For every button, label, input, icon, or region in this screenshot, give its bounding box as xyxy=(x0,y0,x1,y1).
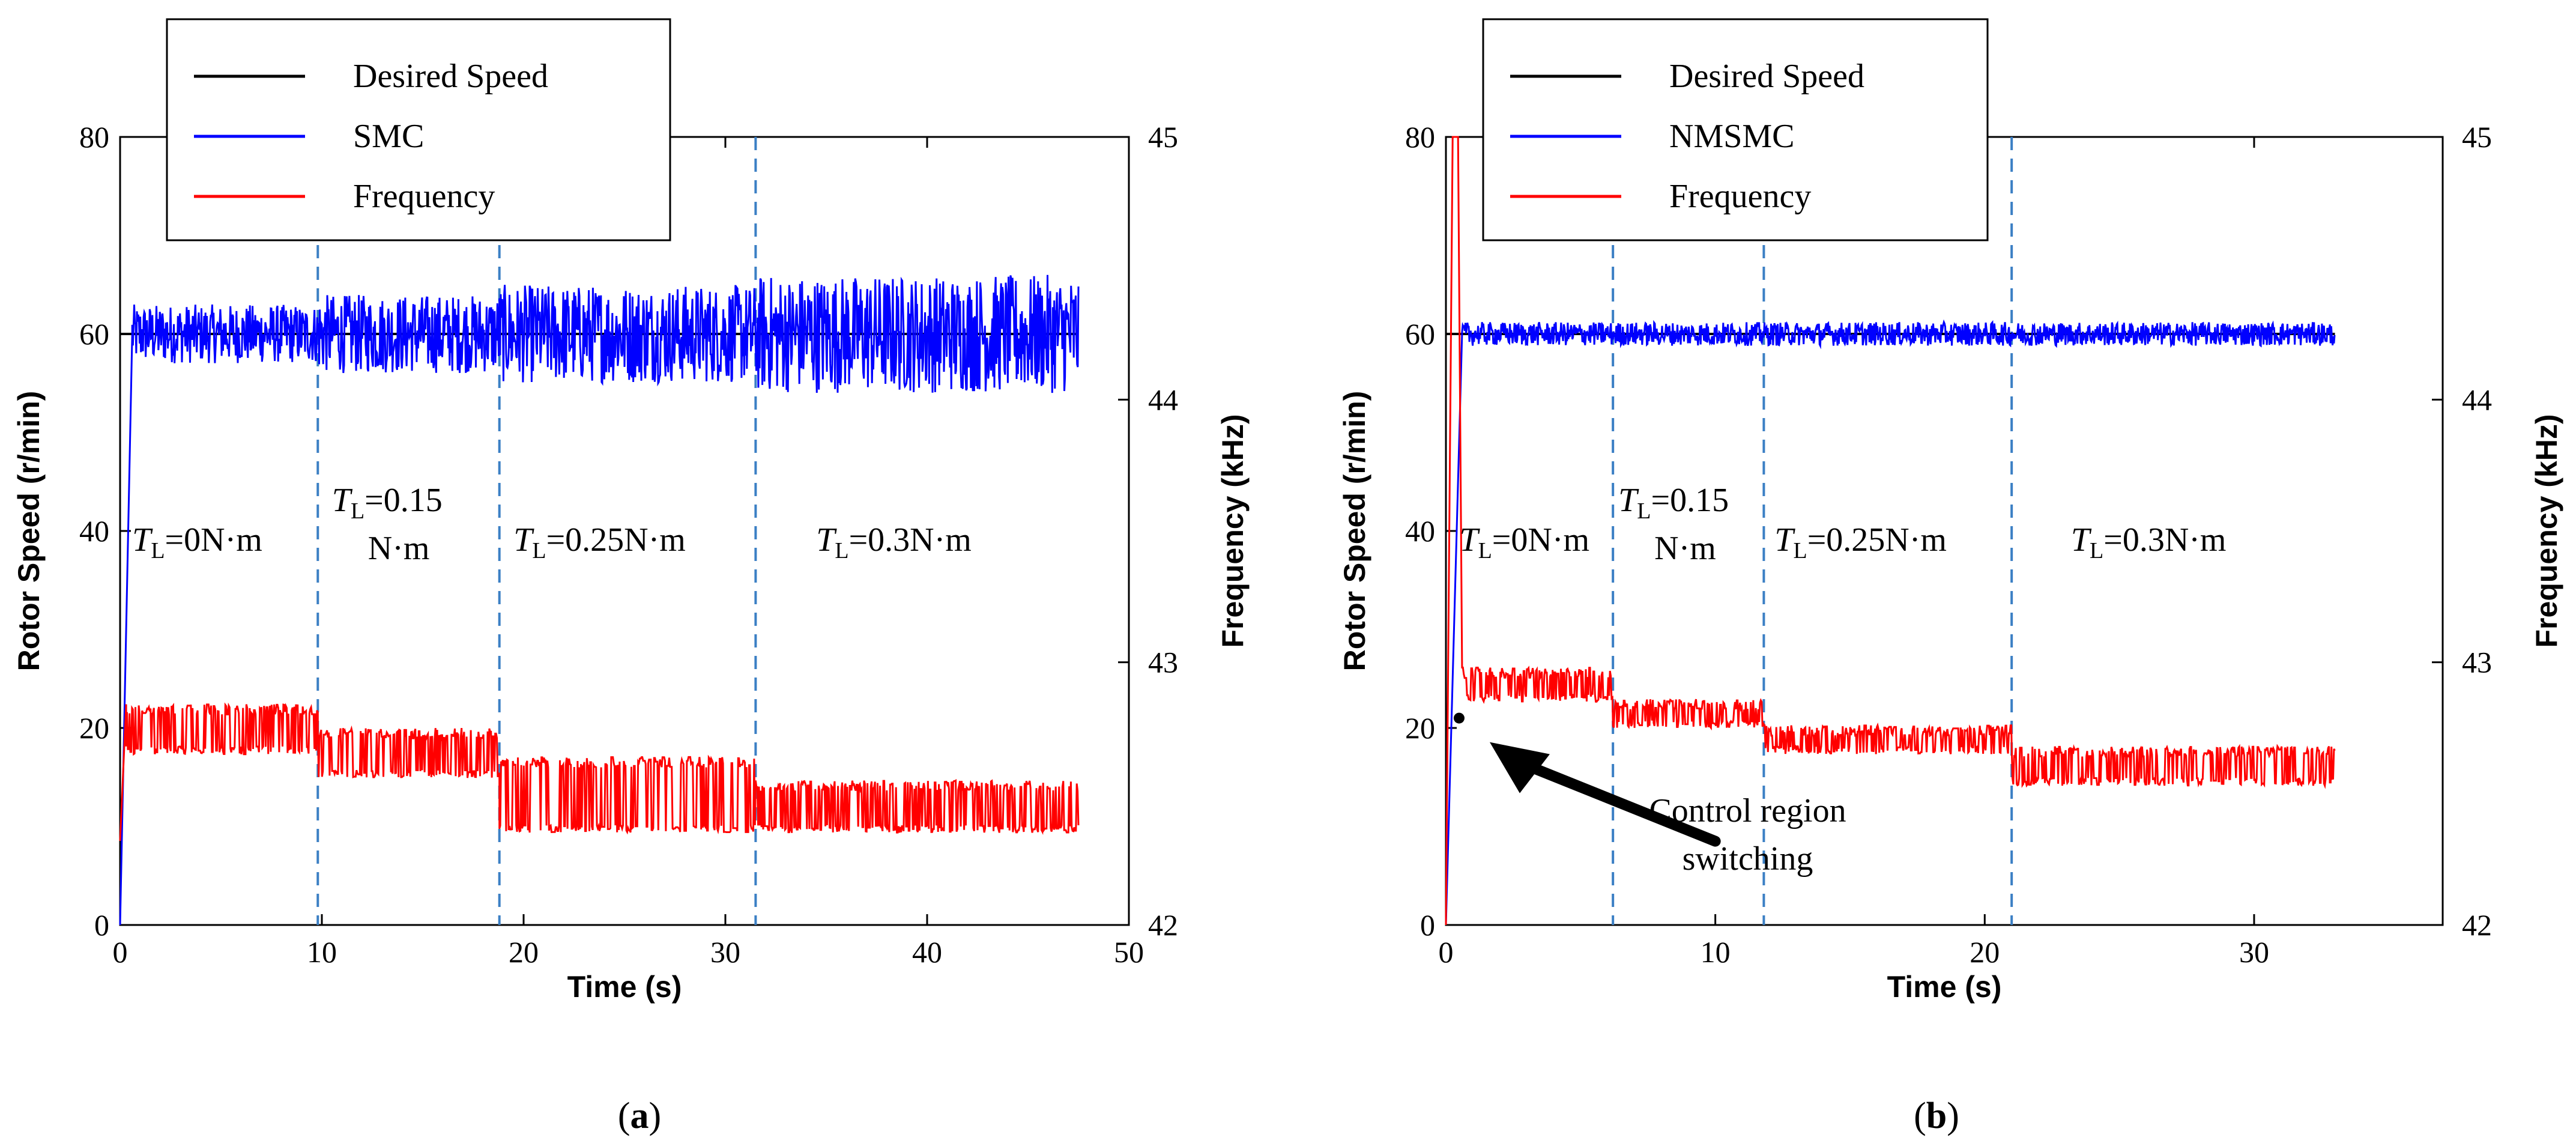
legend-entry: NMSMC xyxy=(1669,118,1795,155)
legend-box xyxy=(166,18,671,241)
x-tick-label: 0 xyxy=(113,935,128,969)
subfigure-label: (a) xyxy=(618,1096,661,1136)
x-tick-label: 30 xyxy=(710,935,740,969)
load-annotation: TL=0.25N·m xyxy=(513,521,686,563)
load-annotation: TL=0.15 xyxy=(332,482,443,524)
series-frequency xyxy=(1445,136,2336,926)
callout-point xyxy=(1453,712,1465,724)
legend-entry: Desired Speed xyxy=(1669,58,1864,95)
load-annotation-unit: N·m xyxy=(1654,530,1716,567)
y-tick-label: 80 xyxy=(1405,120,1435,154)
load-annotation: TL=0N·m xyxy=(1459,521,1589,563)
y-tick-label: 40 xyxy=(1405,514,1435,548)
x-tick-label: 50 xyxy=(1114,935,1144,969)
y-tick-label: 40 xyxy=(79,514,109,548)
series-frequency xyxy=(119,702,1080,841)
y2-tick-label: 45 xyxy=(2462,120,2492,154)
legend-entry: Frequency xyxy=(1669,178,1811,215)
callout-text: switching xyxy=(1683,840,1813,878)
x-tick-label: 30 xyxy=(2239,935,2269,969)
legend-entry: Desired Speed xyxy=(353,58,548,95)
y2-tick-label: 43 xyxy=(2462,646,2492,679)
series-smc xyxy=(119,274,1080,926)
legend: Desired Speed NMSMC Frequency xyxy=(1482,18,1989,241)
callout-text: Control region xyxy=(1649,792,1846,829)
y2-tick-label: 43 xyxy=(1148,646,1178,679)
legend-entry: Frequency xyxy=(353,178,495,215)
y2-tick-label: 45 xyxy=(1148,120,1178,154)
chart-a: 0 10 20 30 40 50 0 20 40 60 80 42 43 44 45 Time (s) Roto… xyxy=(12,18,1250,1136)
y2-tick-label: 44 xyxy=(1148,383,1178,416)
y2-tick-label: 42 xyxy=(2462,908,2492,942)
x-tick-label: 10 xyxy=(1701,935,1731,969)
subfigure-label: (b) xyxy=(1914,1096,1959,1136)
y-tick-label: 20 xyxy=(79,711,109,745)
y-tick-label: 80 xyxy=(79,120,109,154)
legend-box xyxy=(1482,18,1989,241)
load-annotation: TL=0.15 xyxy=(1618,482,1729,524)
y2-axis-label: Frequency (kHz) xyxy=(1216,414,1250,648)
callout-arrow-shaft xyxy=(1508,754,1721,847)
series-nmsmc xyxy=(1445,319,2336,926)
load-annotation: TL=0.25N·m xyxy=(1774,521,1947,563)
load-annotation: TL=0.3N·m xyxy=(2071,521,2227,563)
x-axis-label: Time (s) xyxy=(1887,970,2002,1004)
y-axis-label: Rotor Speed (r/min) xyxy=(1338,391,1371,672)
x-tick-label: 10 xyxy=(307,935,337,969)
x-tick-label: 40 xyxy=(912,935,942,969)
chart-b: 0 10 20 30 0 20 40 60 80 42 43 44 45 Time (s) Rotor Sp… xyxy=(1338,18,2563,1136)
load-annotation: TL=0.3N·m xyxy=(816,521,972,563)
y2-tick-label: 44 xyxy=(2462,383,2492,416)
y-tick-label: 20 xyxy=(1405,711,1435,745)
y2-axis-label: Frequency (kHz) xyxy=(2530,414,2563,648)
x-axis-label: Time (s) xyxy=(567,970,682,1004)
load-annotation: TL=0N·m xyxy=(132,521,262,563)
legend-entry: SMC xyxy=(353,118,424,155)
y-tick-label: 0 xyxy=(94,908,109,942)
y-tick-label: 0 xyxy=(1420,908,1435,942)
y-tick-label: 60 xyxy=(79,317,109,351)
y-axis-label: Rotor Speed (r/min) xyxy=(12,391,46,672)
load-annotation-unit: N·m xyxy=(368,530,430,567)
y2-tick-label: 42 xyxy=(1148,908,1178,942)
x-tick-label: 20 xyxy=(509,935,539,969)
y-tick-label: 60 xyxy=(1405,317,1435,351)
x-tick-label: 0 xyxy=(1439,935,1454,969)
callout-arrow-head xyxy=(1489,742,1550,793)
legend: Desired Speed SMC Frequency xyxy=(166,18,671,241)
x-tick-label: 20 xyxy=(1970,935,2000,969)
